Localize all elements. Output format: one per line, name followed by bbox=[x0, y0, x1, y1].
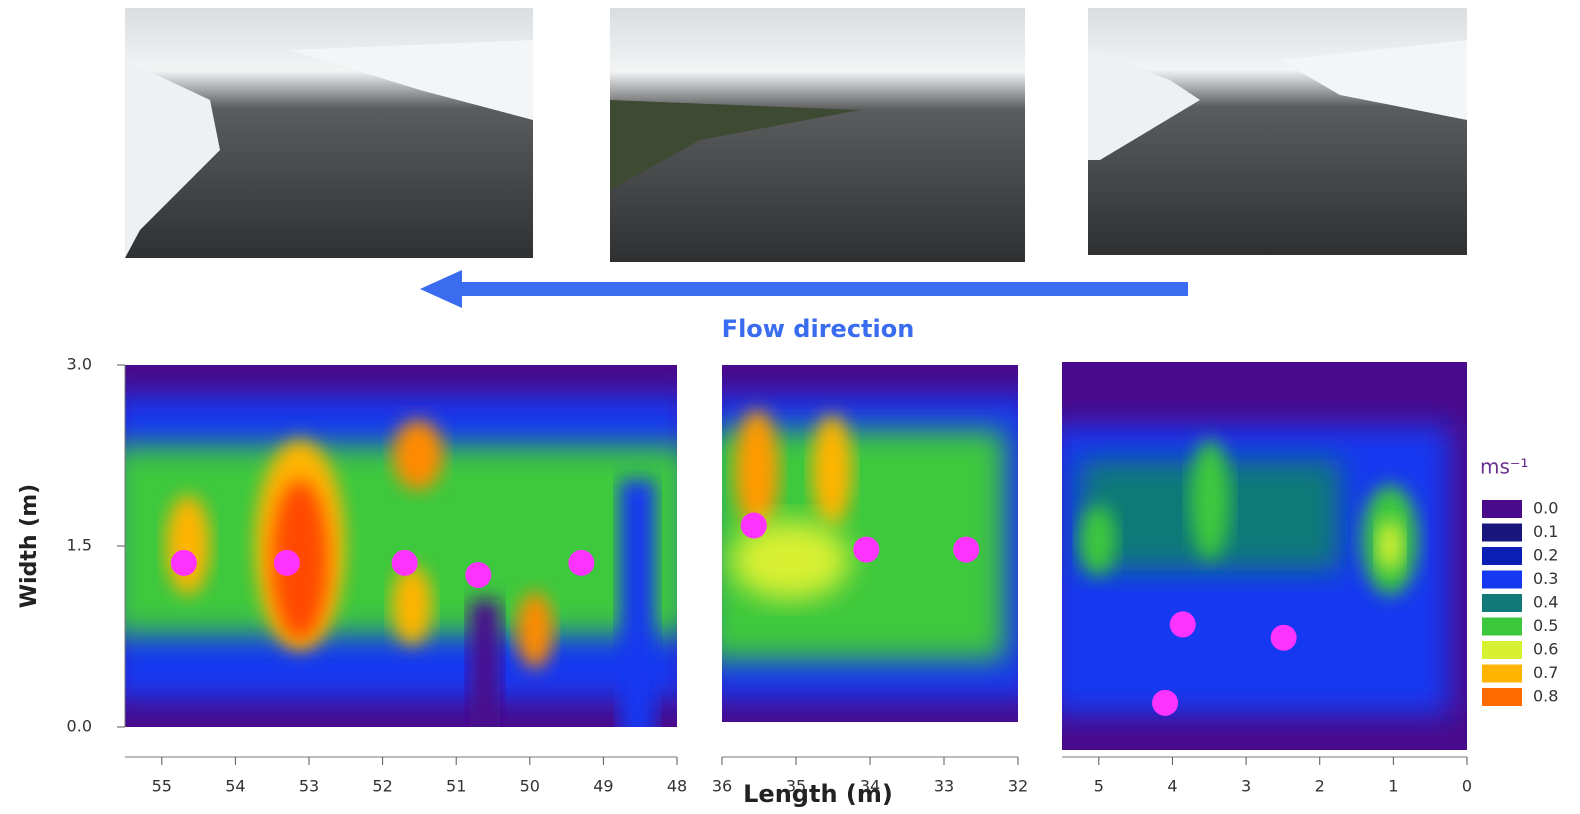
y-axis-label: Width (m) bbox=[17, 484, 42, 608]
y-tick-label: 3.0 bbox=[67, 355, 92, 374]
x-tick-label: 36 bbox=[712, 777, 732, 796]
x-tick-label: 33 bbox=[934, 777, 954, 796]
x-tick-label: 5 bbox=[1094, 777, 1104, 796]
legend-swatch bbox=[1482, 688, 1522, 706]
flow-label: Flow direction bbox=[722, 315, 915, 343]
x-tick-label: 49 bbox=[593, 777, 613, 796]
x-tick-label: 48 bbox=[667, 777, 687, 796]
x-tick-label: 4 bbox=[1167, 777, 1177, 796]
legend-title: ms⁻¹ bbox=[1480, 455, 1528, 479]
x-tick-label: 55 bbox=[152, 777, 172, 796]
flow-arrow bbox=[420, 270, 1188, 308]
point bbox=[274, 550, 300, 576]
point bbox=[1170, 611, 1196, 637]
x-tick-label: 35 bbox=[786, 777, 806, 796]
photos bbox=[125, 8, 1467, 262]
point bbox=[171, 550, 197, 576]
x-tick-label: 0 bbox=[1462, 777, 1472, 796]
point bbox=[568, 550, 594, 576]
point bbox=[741, 512, 767, 538]
legend-swatch bbox=[1482, 665, 1522, 683]
x-tick-label: 1 bbox=[1388, 777, 1398, 796]
point bbox=[953, 537, 979, 563]
x-tick-label: 32 bbox=[1008, 777, 1028, 796]
legend-label: 0.4 bbox=[1533, 593, 1558, 612]
x-tick-label: 2 bbox=[1315, 777, 1325, 796]
legend-label: 0.3 bbox=[1533, 569, 1558, 588]
legend-label: 0.0 bbox=[1533, 499, 1558, 518]
x-tick-label: 54 bbox=[225, 777, 245, 796]
legend-label: 0.7 bbox=[1533, 663, 1558, 682]
legend-swatch bbox=[1482, 618, 1522, 636]
x-tick-label: 51 bbox=[446, 777, 466, 796]
heatmap-3 bbox=[1050, 362, 1467, 750]
legend-swatch bbox=[1482, 594, 1522, 612]
x-tick-label: 3 bbox=[1241, 777, 1251, 796]
figure: Flow direction Length (m) Width (m) ms⁻¹… bbox=[0, 0, 1580, 814]
point bbox=[1271, 625, 1297, 651]
y-tick-label: 0.0 bbox=[67, 717, 92, 736]
y-tick-label: 1.5 bbox=[67, 536, 92, 555]
legend-swatch bbox=[1482, 524, 1522, 542]
x-tick-label: 52 bbox=[372, 777, 392, 796]
legend-label: 0.2 bbox=[1533, 546, 1558, 565]
legend-label: 0.6 bbox=[1533, 640, 1558, 659]
legend-swatch bbox=[1482, 641, 1522, 659]
x-tick-label: 50 bbox=[520, 777, 540, 796]
legend-label: 0.5 bbox=[1533, 616, 1558, 635]
point bbox=[853, 537, 879, 563]
legend-label: 0.1 bbox=[1533, 522, 1558, 541]
legend-swatch bbox=[1482, 547, 1522, 565]
x-tick-label: 53 bbox=[299, 777, 319, 796]
point bbox=[1152, 690, 1178, 716]
x-tick-label: 34 bbox=[860, 777, 880, 796]
point bbox=[465, 562, 491, 588]
point bbox=[392, 550, 418, 576]
legend-swatch bbox=[1482, 500, 1522, 518]
legend-label: 0.8 bbox=[1533, 687, 1558, 706]
legend-swatch bbox=[1482, 571, 1522, 589]
